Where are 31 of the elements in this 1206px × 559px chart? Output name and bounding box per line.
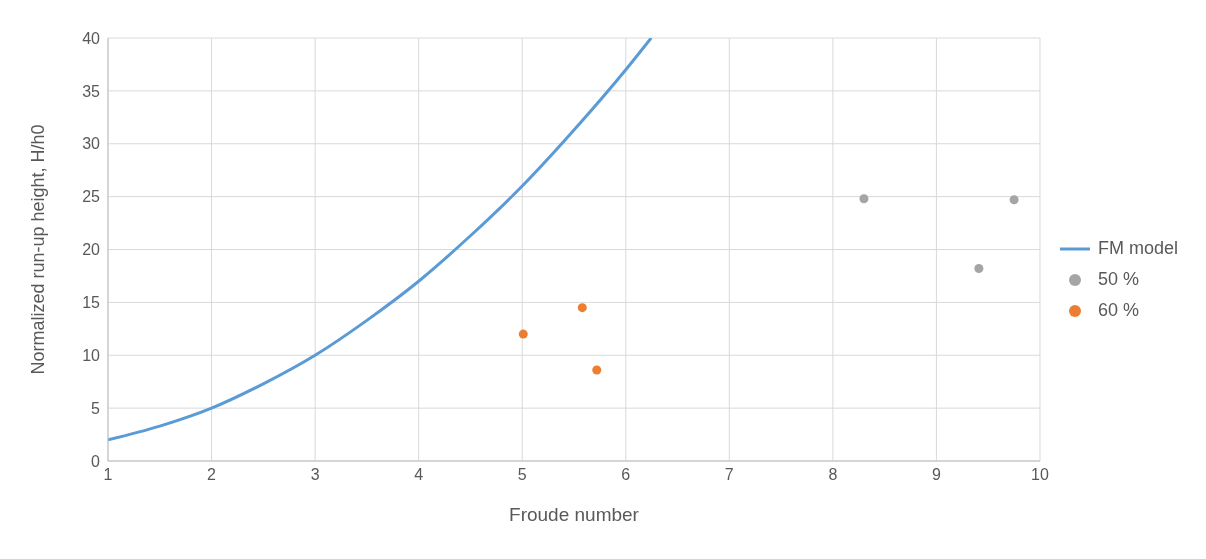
point: [518, 329, 528, 339]
x-axis-title: Froude number: [509, 504, 640, 525]
legend-label: 50 %: [1097, 269, 1140, 290]
x-tick-label: 2: [207, 466, 217, 484]
y-tick-label: 40: [82, 29, 101, 47]
legend-label: FM model: [1097, 238, 1178, 259]
x-tick-label: 4: [414, 466, 424, 484]
x-tick-label: 9: [931, 466, 941, 484]
x-tick-label: 7: [724, 466, 734, 484]
y-tick-label: 0: [91, 452, 101, 470]
x-tick-label: 5: [517, 466, 527, 484]
y-tick-label: 20: [82, 241, 101, 259]
y-tick-label: 5: [91, 399, 101, 417]
y-tick-label: 35: [82, 82, 101, 100]
legend-label: 60 %: [1097, 300, 1140, 321]
x-tick-label: 6: [621, 466, 631, 484]
x-tick-label: 3: [310, 466, 320, 484]
point: [592, 365, 602, 375]
y-tick-label: 30: [82, 135, 101, 153]
x-tick-label: 1: [103, 466, 113, 484]
point: [577, 303, 587, 313]
y-tick-label: 10: [82, 346, 101, 364]
y-tick-label: 15: [82, 294, 101, 312]
y-tick-label: 25: [82, 188, 101, 206]
line-series: [108, 38, 653, 442]
point: [859, 194, 869, 204]
point: [974, 264, 984, 274]
x-tick-label: 8: [828, 466, 838, 484]
y-axis-title: Normalized run-up height, H/h0: [28, 124, 49, 375]
x-tick-label: 10: [1031, 466, 1049, 484]
point: [1009, 195, 1019, 205]
